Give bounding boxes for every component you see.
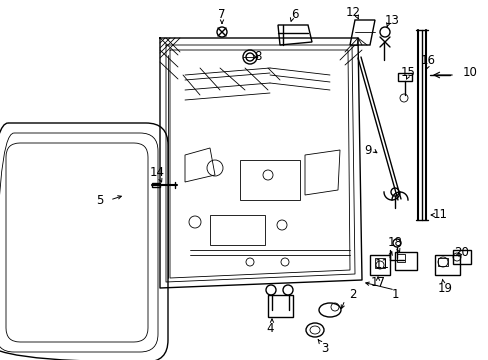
Text: 20: 20	[454, 246, 468, 258]
Text: 14: 14	[149, 166, 164, 179]
Bar	[267, 295, 292, 317]
Bar	[240, 160, 299, 200]
Text: 12: 12	[345, 6, 360, 19]
Text: 13: 13	[384, 13, 399, 27]
Text: 18: 18	[387, 235, 402, 248]
Bar	[369, 255, 389, 275]
Text: 6: 6	[291, 9, 298, 22]
Text: 15: 15	[400, 66, 415, 78]
Text: 9: 9	[364, 144, 371, 157]
Text: 1: 1	[390, 288, 398, 302]
Text: 5: 5	[96, 194, 103, 207]
Bar	[209, 215, 264, 245]
Bar	[452, 250, 470, 264]
Bar	[397, 73, 411, 81]
Bar	[374, 258, 384, 268]
Text: 11: 11	[431, 208, 447, 221]
Text: 11: 11	[374, 258, 389, 271]
Bar	[394, 252, 416, 270]
Text: 7: 7	[218, 9, 225, 22]
Text: 8: 8	[254, 50, 261, 63]
Bar	[434, 255, 459, 275]
Text: 19: 19	[437, 282, 451, 294]
Text: 17: 17	[370, 276, 385, 289]
Bar	[152, 183, 160, 187]
Text: 2: 2	[348, 288, 356, 302]
Text: 4: 4	[265, 321, 273, 334]
Text: 3: 3	[321, 342, 328, 355]
Text: 16: 16	[420, 54, 435, 67]
Bar	[396, 254, 404, 262]
Bar	[437, 258, 447, 266]
Text: 10: 10	[462, 67, 476, 80]
